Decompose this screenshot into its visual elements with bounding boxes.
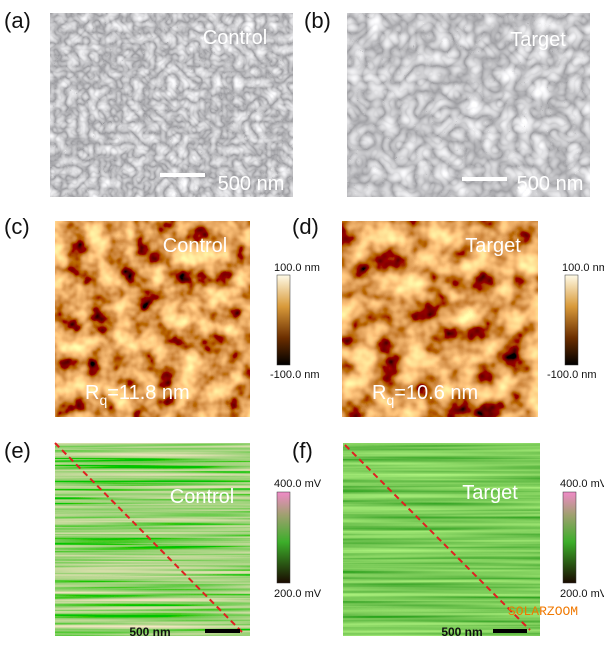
sem-image (50, 13, 293, 197)
colorbar-max: 100.0 nm (274, 262, 320, 274)
scale-label: 500 nm (441, 625, 482, 639)
panel-label: (d) (292, 214, 319, 239)
roughness-value: =11.8 nm (107, 382, 189, 404)
panel-label: (a) (4, 8, 31, 33)
colorbar-min: -100.0 nm (270, 369, 320, 381)
sem-image (347, 13, 590, 197)
afm-image (55, 221, 250, 417)
afm-image (342, 221, 538, 417)
panel-title: Target (510, 29, 566, 51)
colorbar-min: 200.0 mV (274, 588, 322, 600)
panel-label: (f) (292, 438, 313, 463)
roughness: Rq=10.6 nm (372, 382, 478, 408)
colorbar (276, 491, 291, 584)
roughness-symbol: R (372, 382, 386, 404)
panel-title: Target (465, 235, 521, 257)
scale-label: 500 nm (129, 625, 170, 639)
roughness-symbol: R (85, 382, 99, 404)
line-profile (344, 444, 531, 631)
colorbar-max: 400.0 mV (274, 478, 322, 490)
roughness-value: =10.6 nm (394, 382, 478, 404)
colorbar-max: 400.0 mV (560, 478, 604, 490)
panel-label: (e) (4, 438, 31, 463)
colorbar-max: 100.0 nm (562, 262, 604, 274)
colorbar (562, 491, 577, 584)
colorbar-min: -100.0 nm (547, 369, 597, 381)
colorbar (564, 274, 579, 366)
roughness-subscript: q (386, 392, 394, 408)
watermark: SOLARZOOM (508, 604, 578, 619)
scale-label: 500 nm (218, 173, 285, 195)
line-profile (54, 442, 243, 633)
panel-title: Control (163, 235, 227, 257)
colorbar-min: 200.0 mV (560, 588, 604, 600)
colorbar (276, 274, 291, 366)
roughness: Rq=11.8 nm (85, 382, 190, 408)
roughness-subscript: q (99, 392, 107, 408)
panel-label: (c) (4, 214, 30, 239)
panel-label: (b) (304, 8, 331, 33)
panel-title: Target (462, 482, 518, 504)
panel-title: Control (203, 27, 267, 49)
scale-label: 500 nm (517, 173, 584, 195)
panel-title: Control (170, 486, 234, 508)
